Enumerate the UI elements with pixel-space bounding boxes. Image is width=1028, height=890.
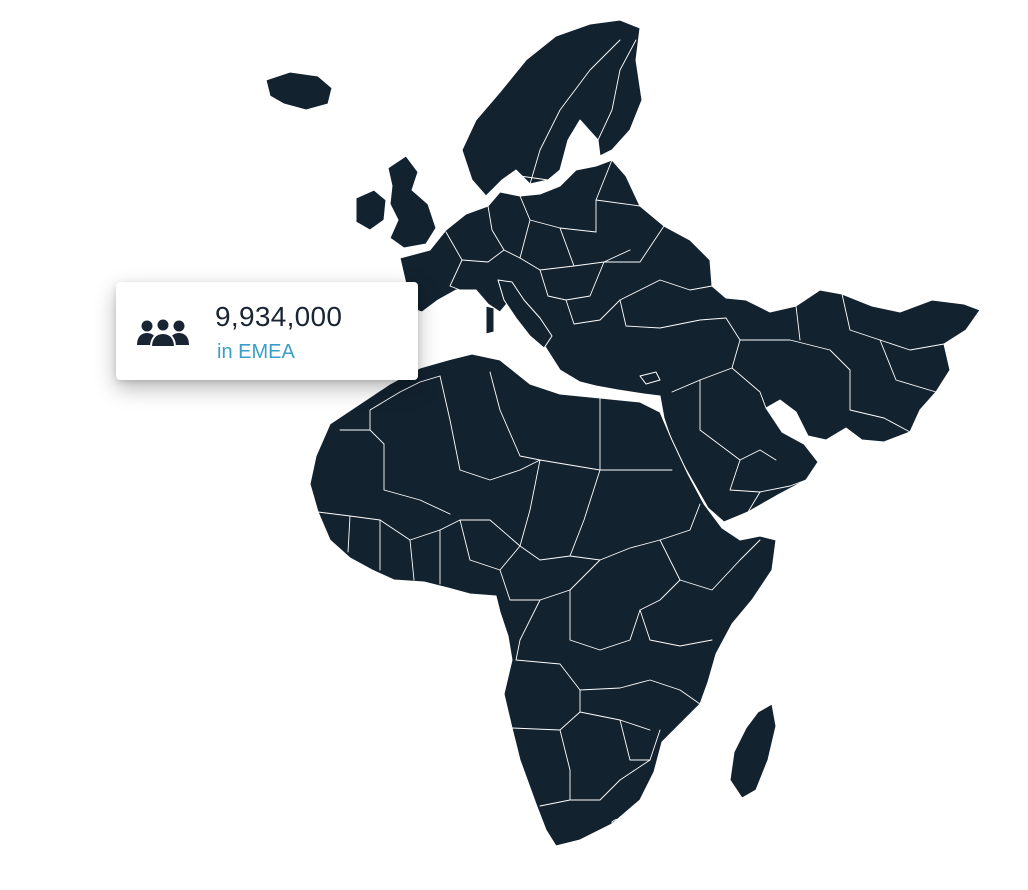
border xyxy=(619,299,727,329)
stat-value: 9,934,000 xyxy=(215,301,343,332)
border xyxy=(559,227,631,267)
border xyxy=(879,339,937,393)
border xyxy=(659,539,761,591)
border xyxy=(747,491,761,513)
border xyxy=(739,339,851,371)
border xyxy=(619,279,713,301)
ireland xyxy=(355,189,387,231)
stat-card: 9,934,000 in EMEA xyxy=(116,282,418,380)
border xyxy=(569,579,681,651)
border xyxy=(519,219,575,271)
border xyxy=(639,609,713,647)
stat-label: in EMEA xyxy=(217,341,295,363)
border xyxy=(487,205,505,251)
border xyxy=(539,799,571,807)
border xyxy=(569,469,701,561)
border xyxy=(339,429,451,515)
border xyxy=(439,375,541,481)
great-britain xyxy=(387,155,437,249)
border xyxy=(459,519,521,571)
border xyxy=(565,299,621,325)
border xyxy=(611,818,627,832)
border xyxy=(515,599,541,661)
sardinia xyxy=(485,305,495,335)
border xyxy=(597,39,637,141)
africa xyxy=(309,353,777,847)
border xyxy=(369,375,441,431)
map-land xyxy=(265,19,981,847)
border xyxy=(619,719,661,761)
map-borders xyxy=(317,39,945,832)
border xyxy=(317,511,521,547)
cyprus xyxy=(639,371,661,385)
border xyxy=(461,249,521,263)
border xyxy=(519,195,597,233)
border xyxy=(529,39,621,185)
border xyxy=(409,539,415,581)
border xyxy=(595,199,641,207)
users-group-icon xyxy=(137,317,189,347)
border xyxy=(489,371,601,471)
border xyxy=(849,369,911,433)
italy xyxy=(497,279,553,349)
scandinavia xyxy=(461,19,643,197)
border xyxy=(347,515,351,553)
border xyxy=(731,367,767,409)
border xyxy=(445,231,471,295)
border xyxy=(795,305,801,341)
iceland xyxy=(265,71,333,111)
border xyxy=(559,729,651,801)
europe-middle-east xyxy=(399,159,981,523)
border xyxy=(515,659,701,705)
border xyxy=(603,225,665,263)
madagascar xyxy=(729,703,777,799)
border xyxy=(499,175,549,193)
